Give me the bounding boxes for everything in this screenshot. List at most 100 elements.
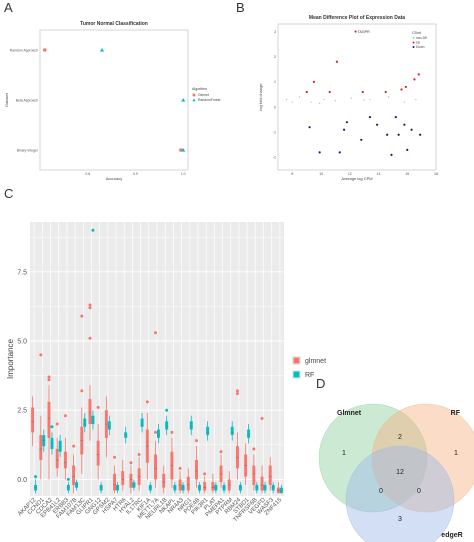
chart-b-point (318, 102, 321, 104)
chart-c-outlier (203, 472, 207, 476)
chart-c-ytick: 0.0 (17, 477, 27, 484)
chart-b-point (390, 153, 393, 156)
chart-c-outlier (39, 353, 43, 357)
chart-a-legend-label: Glmnet (198, 93, 209, 97)
chart-a-title: Tumor Normal Classification (80, 21, 148, 27)
chart-c-box (140, 418, 144, 427)
chart-a-ytick: Beta Approach (16, 99, 38, 103)
chart-b-point (400, 88, 403, 91)
chart-c-box (165, 421, 169, 430)
chart-c-box (96, 440, 100, 466)
chart-b-point (312, 80, 316, 83)
chart-b-point (413, 78, 416, 81)
chart-b-xtick: 8 (291, 172, 293, 176)
chart-b-point (363, 99, 365, 101)
venn-region-count: 1 (342, 450, 346, 457)
chart-c-outlier (55, 422, 59, 426)
venn-circle (371, 403, 474, 513)
venn-set-label: RF (451, 410, 461, 417)
chart-c-outlier (88, 303, 92, 307)
chart-b-point (386, 133, 389, 136)
chart-c-box (72, 465, 76, 485)
venn-region-count: 3 (398, 516, 402, 523)
chart-b-legend-title: CDmt (412, 31, 421, 35)
chart-c-outlier (137, 452, 141, 456)
chart-b-point (285, 98, 288, 101)
chart-c-box (162, 473, 166, 488)
chart-c-box (260, 476, 264, 491)
chart-b-point (310, 101, 312, 103)
chart-b-legend-key (412, 41, 415, 44)
chart-b-point (328, 90, 331, 94)
chart-c-legend-key (293, 371, 300, 378)
chart-c-outlier (154, 331, 158, 335)
chart-c-outlier (154, 430, 158, 434)
chart-c-outlier (129, 461, 133, 465)
chart-c-ylabel: Importance (6, 338, 15, 379)
chart-c-ytick: 7.5 (17, 269, 27, 276)
chart-b-ylabel: log fold change (258, 83, 263, 111)
chart-b-point (384, 90, 387, 94)
venn-circle (345, 445, 455, 542)
panel-letter-c: C (4, 186, 14, 201)
chart-c-outlier (63, 414, 67, 418)
chart-c-box (203, 482, 207, 491)
chart-c-outlier (88, 336, 92, 340)
chart-c-outlier (235, 389, 239, 393)
chart-c-box (88, 399, 92, 425)
chart-a-ytick: Random Approach (10, 49, 38, 53)
venn-region-count: 12 (396, 469, 404, 476)
chart-c-box (39, 435, 43, 461)
chart-b-point (308, 126, 311, 129)
chart-b-legend-key (412, 37, 415, 39)
panel-letter-a: A (4, 0, 13, 15)
chart-c-outlier (47, 378, 51, 382)
chart-b-point (338, 151, 341, 154)
chart-b-point (342, 128, 346, 131)
chart-c-box (91, 415, 95, 425)
chart-b-ytick: -2 (273, 156, 276, 160)
chart-c-outlier (96, 405, 100, 409)
chart-c-outlier (47, 375, 51, 379)
venn-region-count: 0 (379, 488, 383, 495)
chart-c-box (121, 471, 125, 485)
chart-c-legend-key (293, 357, 300, 364)
plot-area-b (277, 23, 437, 171)
chart-b-point (376, 123, 379, 126)
chart-c-outlier (80, 314, 84, 318)
chart-b-point (397, 133, 400, 136)
chart-c-outlier (260, 417, 264, 421)
chart-b-point (318, 151, 321, 154)
chart-a-legend-label: RandomForest (198, 98, 220, 102)
chart-b-point (298, 96, 301, 98)
chart-b-xtick: 10 (319, 172, 323, 176)
chart-b-point (350, 97, 352, 99)
chart-c-box (31, 407, 35, 433)
chart-b-ytick: 1 (274, 80, 276, 84)
chart-c-box (107, 421, 111, 430)
chart-b-point (335, 60, 338, 63)
chart-c-ytick: 5.0 (17, 339, 27, 346)
chart-b-point (354, 30, 357, 33)
chart-b-xtick: 18 (434, 172, 438, 176)
chart-b-legend-label: non-DE (416, 36, 428, 40)
chart-c-box (83, 418, 87, 427)
chart-c-outlier (194, 439, 198, 443)
panel-letter-d: D (316, 376, 326, 391)
chart-b-point (403, 101, 406, 103)
chart-b-point (345, 121, 349, 124)
chart-c-legend-label: RF (305, 372, 314, 379)
chart-a-xtick: 1.0 (181, 172, 186, 176)
chart-b-ytick: -1 (273, 131, 276, 135)
chart-c-legend-label: glmnet (305, 358, 326, 365)
chart-a-xtick: 0.9 (133, 172, 138, 176)
venn-region-count: 1 (454, 450, 458, 457)
chart-c-outlier (50, 425, 54, 429)
chart-b-point (403, 123, 406, 126)
chart-b-point (334, 100, 337, 102)
chart-c-outlier (72, 444, 76, 448)
chart-b-point (404, 85, 407, 89)
chart-b-legend-key (412, 46, 415, 48)
chart-c-box (47, 401, 51, 438)
